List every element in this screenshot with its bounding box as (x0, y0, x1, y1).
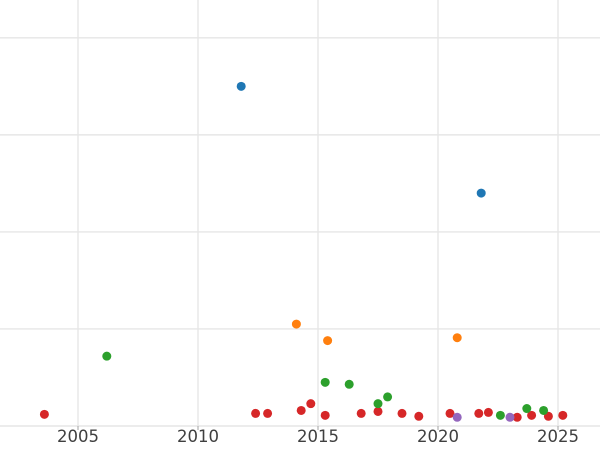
data-point-purple-series (505, 412, 515, 422)
data-point-green-series (320, 377, 330, 387)
data-point-red-series (306, 399, 316, 409)
data-point-red-series (527, 410, 537, 420)
data-point-blue-series (476, 188, 486, 198)
data-point-red-series (251, 408, 261, 418)
data-point-red-series (414, 411, 424, 421)
data-point-red-series (356, 408, 366, 418)
data-point-green-series (539, 405, 549, 415)
x-tick-label: 2020 (417, 427, 459, 446)
data-point-orange-series (291, 319, 301, 329)
data-point-green-series (522, 404, 532, 414)
data-point-green-series (373, 399, 383, 409)
data-point-green-series (344, 379, 354, 389)
data-point-red-series (373, 406, 383, 416)
data-point-red-series (263, 408, 273, 418)
data-point-red-series (397, 408, 407, 418)
data-point-blue-series (236, 81, 246, 91)
data-point-red-series (512, 412, 522, 422)
x-tick-label: 2015 (297, 427, 339, 446)
data-point-red-series (474, 408, 484, 418)
data-point-red-series (445, 408, 455, 418)
data-point-green-series (495, 410, 505, 420)
data-point-red-series (296, 405, 306, 415)
data-point-red-series (320, 410, 330, 420)
data-point-red-series (483, 407, 493, 417)
data-point-green-series (102, 351, 112, 361)
data-point-green-series (383, 392, 393, 402)
data-point-red-series (39, 409, 49, 419)
x-tick-label: 2010 (177, 427, 219, 446)
data-point-purple-series (452, 412, 462, 422)
x-tick-label: 2025 (537, 427, 579, 446)
data-point-orange-series (323, 336, 333, 346)
x-tick-label: 2005 (57, 427, 99, 446)
data-point-red-series (558, 410, 568, 420)
data-point-orange-series (452, 333, 462, 343)
